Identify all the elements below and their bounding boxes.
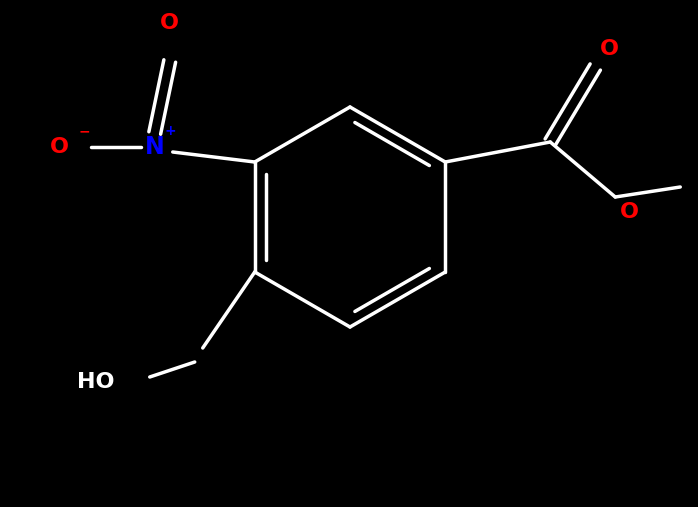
Text: −: − bbox=[79, 124, 91, 138]
Text: HO: HO bbox=[77, 372, 114, 392]
Text: O: O bbox=[600, 39, 619, 59]
Text: O: O bbox=[161, 13, 179, 33]
Text: O: O bbox=[50, 137, 68, 157]
Text: +: + bbox=[165, 124, 177, 138]
Text: O: O bbox=[621, 202, 639, 222]
Text: N: N bbox=[145, 135, 165, 159]
